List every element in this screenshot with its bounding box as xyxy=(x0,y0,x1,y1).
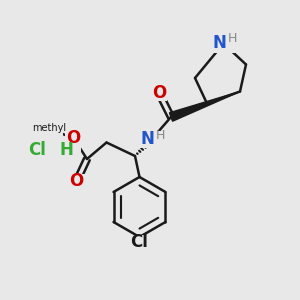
Bar xyxy=(210,34,237,52)
Text: N: N xyxy=(212,34,226,52)
Polygon shape xyxy=(169,92,240,121)
Bar xyxy=(151,85,167,100)
Text: O: O xyxy=(152,84,166,102)
Bar xyxy=(139,131,164,148)
Bar xyxy=(68,174,85,189)
Text: Cl: Cl xyxy=(130,233,148,251)
Text: Cl: Cl xyxy=(28,141,46,159)
Bar xyxy=(27,141,81,159)
Text: methyl: methyl xyxy=(32,123,67,134)
Text: N: N xyxy=(140,130,154,148)
Bar xyxy=(130,235,149,250)
Text: O: O xyxy=(66,129,81,147)
Bar xyxy=(36,121,63,136)
Bar xyxy=(65,130,82,146)
Text: H: H xyxy=(156,129,165,142)
Text: H: H xyxy=(59,141,73,159)
Text: O: O xyxy=(69,172,84,190)
Text: H: H xyxy=(228,32,237,46)
